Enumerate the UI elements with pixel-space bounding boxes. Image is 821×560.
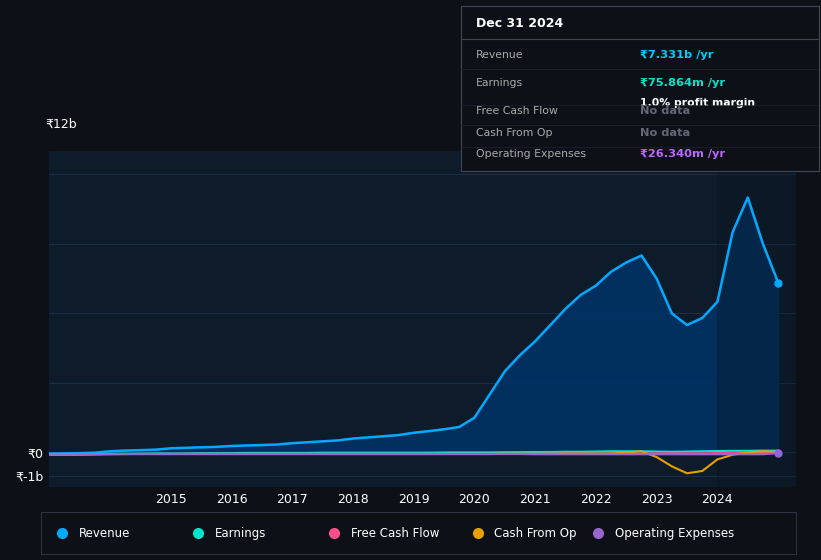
Text: 1.0% profit margin: 1.0% profit margin xyxy=(640,98,755,108)
Text: ₹7.331b /yr: ₹7.331b /yr xyxy=(640,50,713,60)
Text: ₹12b: ₹12b xyxy=(45,118,77,131)
Text: Cash From Op: Cash From Op xyxy=(494,527,576,540)
Text: Dec 31 2024: Dec 31 2024 xyxy=(475,17,563,30)
Text: Revenue: Revenue xyxy=(79,527,131,540)
Bar xyxy=(718,151,796,487)
Text: No data: No data xyxy=(640,106,690,116)
Text: Operating Expenses: Operating Expenses xyxy=(615,527,734,540)
Text: Cash From Op: Cash From Op xyxy=(475,128,553,138)
Text: ₹75.864m /yr: ₹75.864m /yr xyxy=(640,78,725,88)
Text: ₹26.340m /yr: ₹26.340m /yr xyxy=(640,150,725,159)
Text: Operating Expenses: Operating Expenses xyxy=(475,150,585,159)
Text: Earnings: Earnings xyxy=(215,527,266,540)
Text: Free Cash Flow: Free Cash Flow xyxy=(475,106,557,116)
Text: Earnings: Earnings xyxy=(475,78,523,88)
Text: Revenue: Revenue xyxy=(475,50,523,60)
Text: Free Cash Flow: Free Cash Flow xyxy=(351,527,439,540)
Text: No data: No data xyxy=(640,128,690,138)
